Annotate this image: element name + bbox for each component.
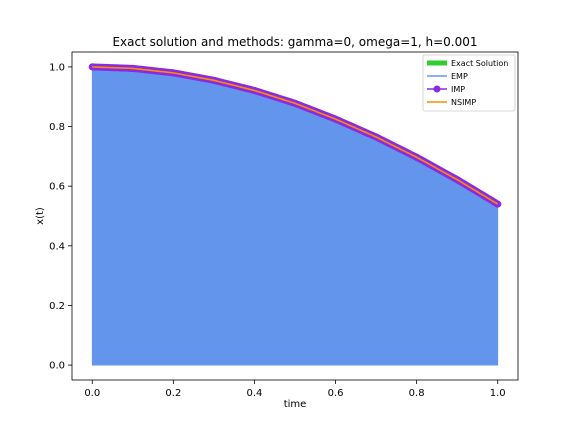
legend-box: [422, 54, 516, 112]
y-tick-label: 1.0: [49, 62, 65, 73]
chart-title: Exact solution and methods: gamma=0, ome…: [112, 35, 477, 49]
plot-layer: [88, 63, 502, 366]
legend: Exact Solution EMP IMP NSIMP: [422, 54, 516, 112]
x-axis-label: time: [284, 399, 307, 410]
y-tick-label: 0.6: [49, 182, 65, 193]
legend-label-emp: EMP: [451, 72, 468, 81]
x-tick-label: 0.2: [165, 388, 181, 399]
legend-label-exact: Exact Solution: [451, 59, 508, 68]
y-tick-label: 0.8: [49, 122, 65, 133]
y-tick-label: 0.2: [49, 301, 65, 312]
x-tick-label: 0.4: [247, 388, 263, 399]
x-tick-label: 0.6: [328, 388, 344, 399]
x-tick-label: 0.0: [84, 388, 100, 399]
x-tick-label: 1.0: [490, 388, 506, 399]
y-tick-label: 0.4: [49, 241, 65, 252]
y-tick-label: 0.0: [49, 361, 65, 372]
x-tick-label: 0.8: [409, 388, 425, 399]
y-ticks: 0.0 0.2 0.4 0.6 0.8 1.0: [49, 62, 72, 372]
series-nsimp: [92, 66, 499, 205]
axes-frame: [71, 51, 519, 381]
y-axis-label: x(t): [35, 207, 46, 225]
legend-label-nsimp: NSIMP: [451, 98, 476, 107]
legend-label-imp: IMP: [451, 85, 465, 94]
x-ticks: 0.0 0.2 0.4 0.6 0.8 1.0: [84, 380, 506, 399]
legend-swatch-imp-marker: [433, 85, 441, 93]
